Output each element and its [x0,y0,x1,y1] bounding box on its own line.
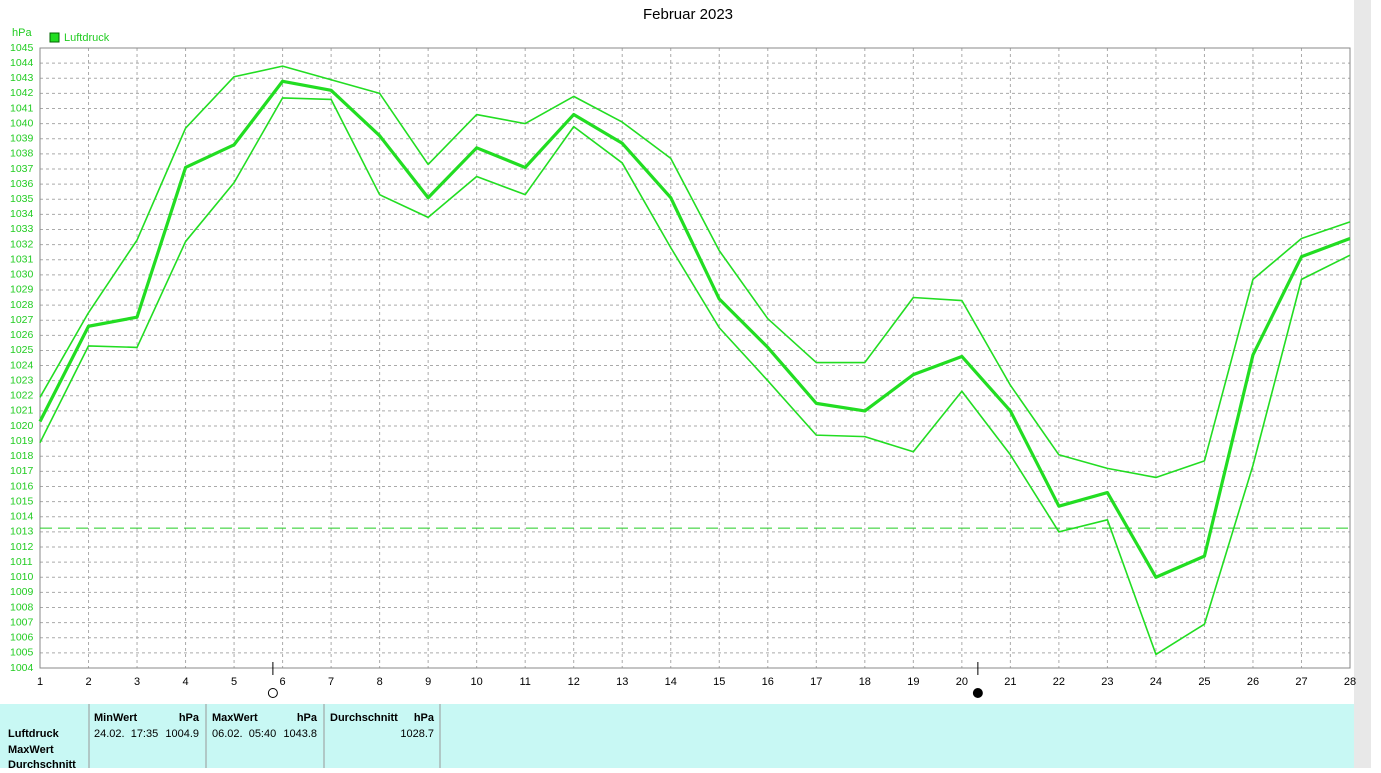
x-tick-label: 15 [713,676,725,688]
y-tick-label: 1040 [10,117,34,129]
column-title: Durchschnitt [330,712,398,724]
x-tick-label: 21 [1004,676,1016,688]
x-tick-label: 26 [1247,676,1259,688]
cell-value: 1004.9 [165,728,199,740]
y-tick-label: 1031 [10,253,34,265]
y-axis-label: hPa [12,27,32,39]
y-tick-label: 1018 [10,450,34,462]
y-tick-label: 1035 [10,193,34,205]
y-tick-label: 1038 [10,148,34,160]
x-tick-label: 27 [1295,676,1307,688]
stats-table: Luftdruck MaxWert Durchschnitt MinWert h… [8,704,441,771]
y-tick-label: 1045 [10,42,34,54]
x-tick-label: 3 [134,676,140,688]
y-tick-label: 1011 [10,556,33,568]
cell-value: 1043.8 [283,728,317,740]
column-unit: hPa [179,712,200,724]
y-tick-label: 1027 [10,314,34,326]
x-tick-label: 1 [37,676,43,688]
y-tick-label: 1013 [10,526,34,538]
x-tick-label: 14 [665,676,677,688]
chart-title: Februar 2023 [643,6,733,23]
stats-panel [0,704,1354,768]
y-tick-label: 1037 [10,163,34,175]
legend-swatch [49,32,60,43]
y-tick-label: 1020 [10,420,34,432]
plot-frame [39,47,1351,669]
side-strip [1371,0,1381,768]
column-unit: hPa [414,712,435,724]
y-tick-label: 1012 [10,541,34,553]
y-tick-label: 1042 [10,87,34,99]
moon-marker [972,688,983,698]
y-tick-label: 1032 [10,238,34,250]
x-tick-label: 7 [328,676,334,688]
x-tick-label: 8 [377,676,383,688]
y-tick-label: 1019 [10,435,34,447]
y-tick-label: 1021 [10,405,34,417]
y-tick-label: 1009 [10,586,34,598]
series-line [39,65,1351,479]
y-tick-label: 1043 [10,72,34,84]
x-tick-label: 28 [1344,676,1356,688]
x-tick-label: 2 [85,676,91,688]
y-tick-label: 1005 [10,647,34,659]
y-tick-label: 1008 [10,601,34,613]
row-label: Durchschnitt [8,759,76,768]
y-tick-label: 1014 [10,511,34,523]
x-tick-label: 12 [568,676,580,688]
y-tick-label: 1022 [10,390,34,402]
x-tick-label: 11 [519,676,530,688]
x-tick-label: 19 [907,676,919,688]
y-tick-label: 1029 [10,284,34,296]
x-tick-label: 17 [810,676,822,688]
row-label: MaxWert [8,744,54,756]
x-tick-label: 22 [1053,676,1065,688]
x-tick-label: 13 [616,676,628,688]
series-line [38,79,1351,579]
column-title: MinWert [94,712,138,724]
x-tick-label: 24 [1150,676,1162,688]
y-tick-label: 1007 [10,616,34,628]
y-tick-label: 1034 [10,208,34,220]
x-tick-label: 20 [956,676,968,688]
series-line [39,97,1351,656]
y-tick-label: 1033 [10,223,34,235]
x-tick-label: 5 [231,676,237,688]
y-tick-label: 1010 [10,571,34,583]
column-unit: hPa [297,712,318,724]
x-tick-label: 6 [280,676,286,688]
y-tick-label: 1039 [10,133,34,145]
x-tick-label: 10 [471,676,483,688]
y-tick-label: 1025 [10,344,34,356]
moon-marker [267,688,278,698]
x-tick-label: 25 [1198,676,1210,688]
y-tick-label: 1006 [10,632,34,644]
y-tick-label: 1024 [10,359,34,371]
y-tick-label: 1028 [10,299,34,311]
y-tick-label: 1015 [10,495,34,507]
y-tick-label: 1030 [10,269,34,281]
y-tick-label: 1016 [10,480,34,492]
y-tick-label: 1026 [10,329,34,341]
y-tick-label: 1004 [10,662,34,674]
cell-value: 1028.7 [400,728,434,740]
x-tick-label: 18 [859,676,871,688]
cell-time: 24.02. 17:35 [94,728,158,740]
x-tick-label: 9 [425,676,431,688]
y-tick-label: 1023 [10,374,34,386]
y-tick-label: 1041 [10,102,34,114]
x-tick-label: 23 [1101,676,1113,688]
row-label: Luftdruck [8,728,60,740]
column-title: MaxWert [212,712,258,724]
y-tick-label: 1036 [10,178,34,190]
x-tick-label: 16 [762,676,774,688]
cell-time: 06.02. 05:40 [212,728,276,740]
y-tick-label: 1044 [10,57,34,69]
y-tick-label: 1017 [10,465,34,477]
legend-label: Luftdruck [64,32,110,44]
x-tick-label: 4 [182,676,188,688]
